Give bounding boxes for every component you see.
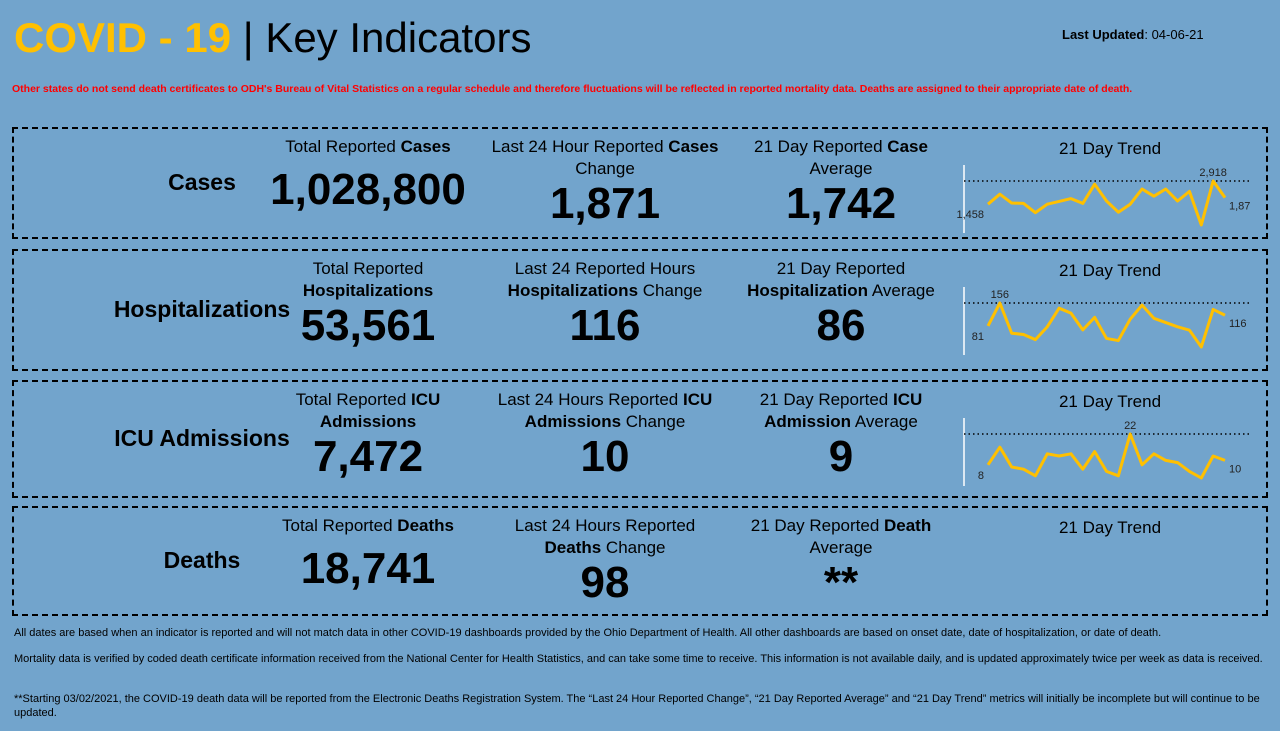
trend-title: 21 Day Trend (1058, 518, 1162, 537)
first-label: 1,458 (956, 209, 984, 221)
indicator-c3: 21 Day Reported Hospitalization Average 8… (721, 258, 961, 350)
panel-label: ICU Admissions (114, 425, 290, 451)
indicator-caption: Total Reported ICU Admissions (295, 390, 441, 431)
indicator-value: 9 (828, 432, 854, 481)
footer-note-3: **Starting 03/02/2021, the COVID-19 deat… (14, 693, 1260, 719)
footer-note-1: All dates are based when an indicator is… (14, 627, 1162, 639)
indicator-c3: 21 Day Reported Death Average ** (721, 515, 961, 607)
panel-deaths (12, 506, 1268, 616)
trend-title: 21 Day Trend (1058, 139, 1162, 158)
indicator-caption: 21 Day Reported Death Average (750, 516, 932, 557)
indicator-value: 1,742 (785, 179, 897, 228)
indicator-caption: Last 24 Reported Hours Hospitalizations … (507, 259, 703, 300)
page-title: COVID - 19 | Key Indicators (14, 14, 532, 61)
indicator-value: 18,741 (300, 544, 436, 593)
indicator-c2: Last 24 Reported Hours Hospitalizations … (485, 258, 725, 350)
panel-label: Deaths (163, 547, 241, 573)
last-label: 10 (1229, 463, 1241, 475)
trend-sparkline: 81 156 116 (963, 287, 1250, 355)
last-updated: Last Updated: 04-06-21 (1062, 27, 1204, 42)
indicator-caption: Total Reported Hospitalizations (302, 259, 434, 300)
max-label: 22 (1124, 420, 1136, 432)
indicator-value: 116 (569, 301, 641, 350)
max-label: 2,918 (1199, 167, 1227, 179)
panel-hospitalizations (12, 249, 1268, 371)
indicator-c1: Total Reported Deaths 18,741 (248, 515, 488, 593)
indicator-value: 7,472 (312, 432, 424, 481)
trend-title: 21 Day Trend (1058, 261, 1162, 280)
indicator-c2: Last 24 Hour Reported Cases Change 1,871 (485, 136, 725, 228)
last-label: 1,871 (1229, 201, 1250, 213)
indicator-caption: 21 Day Reported ICU Admission Average (759, 390, 923, 431)
indicator-value: 98 (580, 558, 630, 607)
first-label: 81 (972, 331, 984, 343)
indicator-c1: Total Reported Hospitalizations 53,561 (248, 258, 488, 350)
indicator-caption: Last 24 Hour Reported Cases Change (491, 137, 719, 178)
indicator-value: ** (823, 558, 859, 607)
trend-line (986, 301, 1226, 349)
indicator-c2: Last 24 Hours Reported Deaths Change 98 (485, 515, 725, 607)
indicator-value: 53,561 (300, 301, 436, 350)
indicator-c3: 21 Day Reported Case Average 1,742 (721, 136, 961, 228)
trend-line (987, 179, 1227, 227)
indicator-c1: Total Reported Cases 1,028,800 (248, 136, 488, 214)
first-label: 8 (978, 470, 984, 482)
trend-line (986, 432, 1226, 480)
indicator-c2: Last 24 Hours Reported ICU Admissions Ch… (485, 389, 725, 481)
footer-note-2: Mortality data is verified by coded deat… (14, 653, 1263, 665)
panel-label: Hospitalizations (113, 296, 291, 322)
max-label: 156 (991, 289, 1009, 301)
indicator-caption: Total Reported Deaths (282, 516, 454, 535)
indicator-value: 1,871 (549, 179, 661, 228)
trend-sparkline: 8 22 10 (963, 418, 1250, 486)
indicator-caption: Total Reported Cases (285, 137, 451, 156)
indicator-value: 10 (580, 432, 630, 481)
panel-icu-admissions (12, 380, 1268, 498)
trend-sparkline: 1,458 2,918 1,871 (956, 165, 1250, 233)
indicator-caption: Last 24 Hours Reported Deaths Change (514, 516, 696, 557)
indicator-caption: 21 Day Reported Case Average (754, 137, 928, 178)
indicator-caption: 21 Day Reported Hospitalization Average (747, 259, 935, 300)
mortality-notice: Other states do not send death certifica… (12, 83, 1133, 95)
panel-label: Cases (168, 169, 236, 195)
indicator-caption: Last 24 Hours Reported ICU Admissions Ch… (497, 390, 713, 431)
indicator-value: 86 (816, 301, 866, 350)
panel-cases (12, 127, 1268, 239)
indicator-c3: 21 Day Reported ICU Admission Average 9 (721, 389, 961, 481)
indicator-c1: Total Reported ICU Admissions 7,472 (248, 389, 488, 481)
last-label: 116 (1229, 318, 1247, 330)
indicator-value: 1,028,800 (270, 165, 466, 214)
trend-title: 21 Day Trend (1058, 392, 1162, 411)
